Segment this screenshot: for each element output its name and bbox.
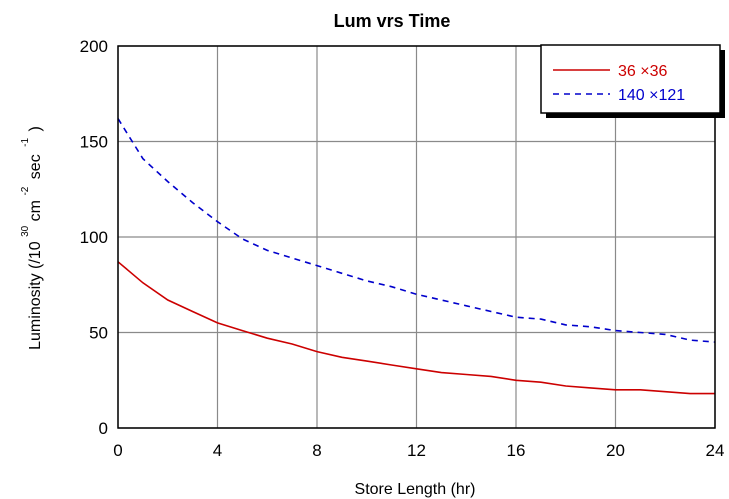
chart-title: Lum vrs Time [334, 11, 451, 31]
y-axis-title-prefix: Luminosity (/10 [27, 241, 44, 350]
x-tick-label: 20 [606, 441, 625, 460]
y-axis-title-mid2: sec [27, 154, 44, 179]
y-tick-label: 200 [80, 37, 108, 56]
y-axis-title-exp3: -1 [20, 137, 31, 146]
y-tick-label: 150 [80, 133, 108, 152]
legend-label-2: 140 ×121 [618, 87, 685, 104]
y-axis-title-exp2: -2 [20, 186, 31, 195]
y-axis-title-suffix: ) [27, 126, 44, 131]
y-axis-title-mid1: cm [27, 200, 44, 221]
y-axis-title-exp1: 30 [20, 225, 31, 237]
y-tick-label: 0 [99, 419, 108, 438]
legend-label-1: 36 ×36 [618, 63, 667, 80]
x-tick-label: 24 [706, 441, 725, 460]
x-axis-title: Store Length (hr) [355, 481, 476, 498]
y-tick-label: 50 [89, 324, 108, 343]
legend: 36 ×36 140 ×121 [541, 45, 725, 118]
x-tick-label: 8 [312, 441, 321, 460]
x-tick-label: 12 [407, 441, 426, 460]
x-tick-label: 0 [113, 441, 122, 460]
y-axis-title: Luminosity (/10 30 cm -2 sec -1 ) [15, 126, 44, 350]
x-tick-label: 4 [213, 441, 222, 460]
y-tick-label: 100 [80, 228, 108, 247]
x-tick-label: 16 [507, 441, 526, 460]
